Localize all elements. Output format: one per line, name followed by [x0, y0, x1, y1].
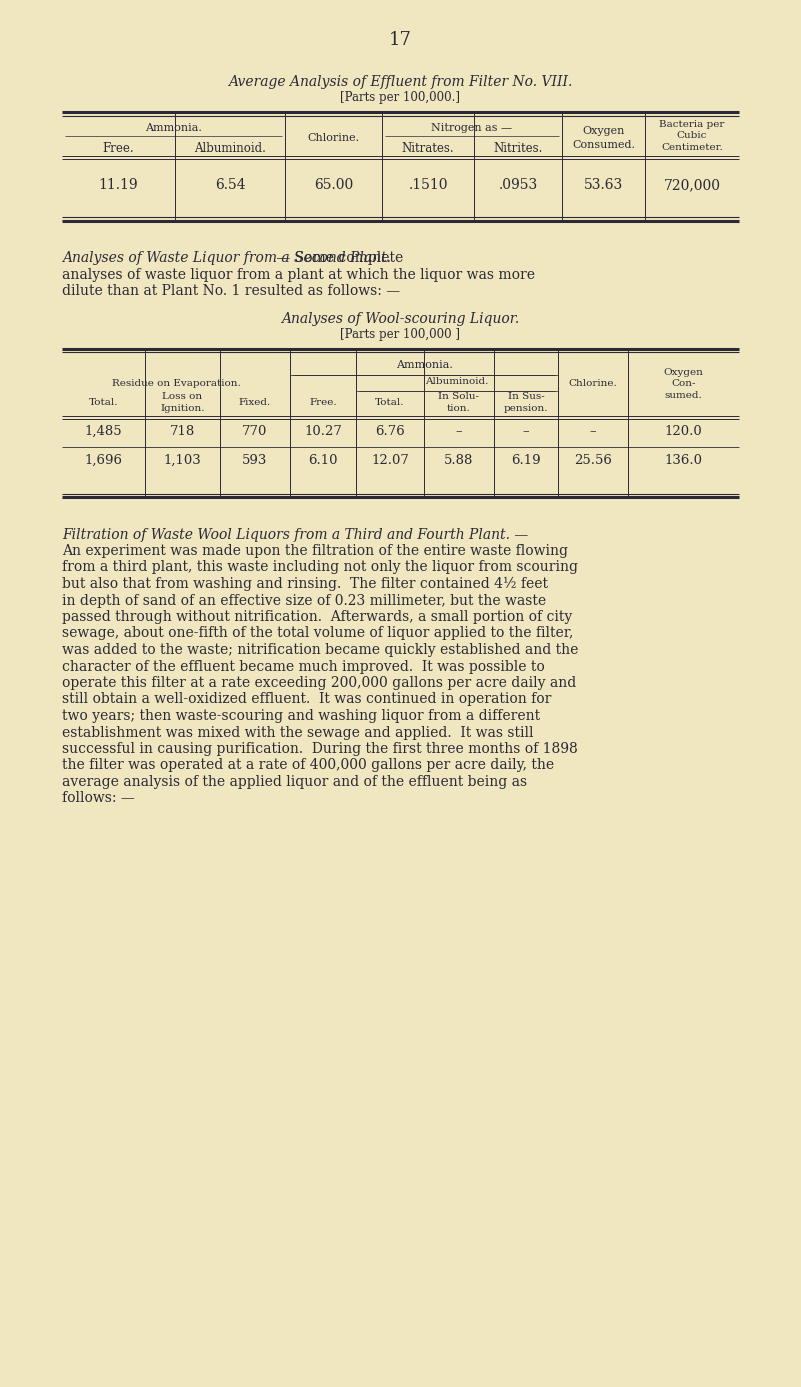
Text: successful in causing purification.  During the first three months of 1898: successful in causing purification. Duri…: [62, 742, 578, 756]
Text: 10.27: 10.27: [304, 424, 342, 438]
Text: — Some complete: — Some complete: [62, 251, 403, 265]
Text: Filtration of Waste Wool Liquors from a Third and Fourth Plant. —: Filtration of Waste Wool Liquors from a …: [62, 527, 528, 541]
Text: 6.19: 6.19: [511, 454, 541, 467]
Text: 53.63: 53.63: [584, 178, 623, 191]
Text: Bacteria per
Cubic
Centimeter.: Bacteria per Cubic Centimeter.: [659, 121, 725, 153]
Text: 593: 593: [243, 454, 268, 467]
Text: 17: 17: [388, 31, 412, 49]
Text: from a third plant, this waste including not only the liquor from scouring: from a third plant, this waste including…: [62, 560, 578, 574]
Text: operate this filter at a rate exceeding 200,000 gallons per acre daily and: operate this filter at a rate exceeding …: [62, 675, 576, 689]
Text: sewage, about one-fifth of the total volume of liquor applied to the filter,: sewage, about one-fifth of the total vol…: [62, 627, 574, 641]
Text: .0953: .0953: [498, 178, 537, 191]
Text: Free.: Free.: [309, 398, 336, 406]
Text: analyses of waste liquor from a plant at which the liquor was more: analyses of waste liquor from a plant at…: [62, 268, 535, 282]
Text: in depth of sand of an effective size of 0.23 millimeter, but the waste: in depth of sand of an effective size of…: [62, 594, 546, 608]
Text: 720,000: 720,000: [663, 178, 721, 191]
Text: Free.: Free.: [103, 141, 135, 154]
Text: was added to the waste; nitrification became quickly established and the: was added to the waste; nitrification be…: [62, 644, 578, 657]
Text: Oxygen
Consumed.: Oxygen Consumed.: [572, 126, 635, 150]
Text: passed through without nitrification.  Afterwards, a small portion of city: passed through without nitrification. Af…: [62, 610, 572, 624]
Text: 1,696: 1,696: [84, 454, 123, 467]
Text: 12.07: 12.07: [371, 454, 409, 467]
Text: Residue on Evaporation.: Residue on Evaporation.: [111, 380, 240, 388]
Text: Albuminoid.: Albuminoid.: [194, 141, 266, 154]
Text: Nitrates.: Nitrates.: [401, 141, 454, 154]
Text: –: –: [456, 424, 462, 438]
Text: 6.76: 6.76: [375, 424, 405, 438]
Text: but also that from washing and rinsing.  The filter contained 4½ feet: but also that from washing and rinsing. …: [62, 577, 548, 591]
Text: Nitrites.: Nitrites.: [493, 141, 543, 154]
Text: character of the effluent became much improved.  It was possible to: character of the effluent became much im…: [62, 659, 545, 674]
Text: Albuminoid.: Albuminoid.: [425, 377, 489, 386]
Text: An experiment was made upon the filtration of the entire waste flowing: An experiment was made upon the filtrati…: [62, 544, 568, 558]
Text: Total.: Total.: [89, 398, 119, 406]
Text: 5.88: 5.88: [445, 454, 473, 467]
Text: dilute than at Plant No. 1 resulted as follows: —: dilute than at Plant No. 1 resulted as f…: [62, 284, 400, 298]
Text: 136.0: 136.0: [665, 454, 702, 467]
Text: 25.56: 25.56: [574, 454, 612, 467]
Text: [Parts per 100,000.]: [Parts per 100,000.]: [340, 92, 460, 104]
Text: average analysis of the applied liquor and of the effluent being as: average analysis of the applied liquor a…: [62, 775, 527, 789]
Text: 718: 718: [170, 424, 195, 438]
Text: In Solu-
tion.: In Solu- tion.: [438, 393, 480, 412]
Text: the filter was operated at a rate of 400,000 gallons per acre daily, the: the filter was operated at a rate of 400…: [62, 759, 554, 773]
Text: follows: —: follows: —: [62, 792, 135, 806]
Text: 1,485: 1,485: [85, 424, 123, 438]
Text: Chlorine.: Chlorine.: [569, 380, 618, 388]
Text: 65.00: 65.00: [314, 178, 353, 191]
Text: Ammonia.: Ammonia.: [145, 123, 202, 133]
Text: Nitrogen as —: Nitrogen as —: [432, 123, 513, 133]
Text: [Parts per 100,000 ]: [Parts per 100,000 ]: [340, 327, 460, 341]
Text: two years; then waste-scouring and washing liquor from a different: two years; then waste-scouring and washi…: [62, 709, 540, 723]
Text: 6.10: 6.10: [308, 454, 338, 467]
Text: establishment was mixed with the sewage and applied.  It was still: establishment was mixed with the sewage …: [62, 725, 533, 739]
Text: Oxygen
Con-
sumed.: Oxygen Con- sumed.: [663, 368, 703, 401]
Text: Analyses of Wool-scouring Liquor.: Analyses of Wool-scouring Liquor.: [281, 312, 519, 326]
Text: –: –: [590, 424, 596, 438]
Text: Loss on
Ignition.: Loss on Ignition.: [160, 393, 205, 412]
Text: 11.19: 11.19: [99, 178, 139, 191]
Text: 770: 770: [243, 424, 268, 438]
Text: 120.0: 120.0: [665, 424, 702, 438]
Text: In Sus-
pension.: In Sus- pension.: [504, 393, 548, 412]
Text: still obtain a well-oxidized effluent.  It was continued in operation for: still obtain a well-oxidized effluent. I…: [62, 692, 551, 706]
Text: Chlorine.: Chlorine.: [308, 133, 360, 143]
Text: .1510: .1510: [409, 178, 448, 191]
Text: Fixed.: Fixed.: [239, 398, 271, 406]
Text: 1,103: 1,103: [163, 454, 201, 467]
Text: Total.: Total.: [375, 398, 405, 406]
Text: 6.54: 6.54: [215, 178, 245, 191]
Text: Analyses of Waste Liquor from a Second Plant.: Analyses of Waste Liquor from a Second P…: [62, 251, 391, 265]
Text: Ammonia.: Ammonia.: [396, 361, 453, 370]
Text: –: –: [523, 424, 529, 438]
Text: Average Analysis of Effluent from Filter No. VIII.: Average Analysis of Effluent from Filter…: [227, 75, 572, 89]
